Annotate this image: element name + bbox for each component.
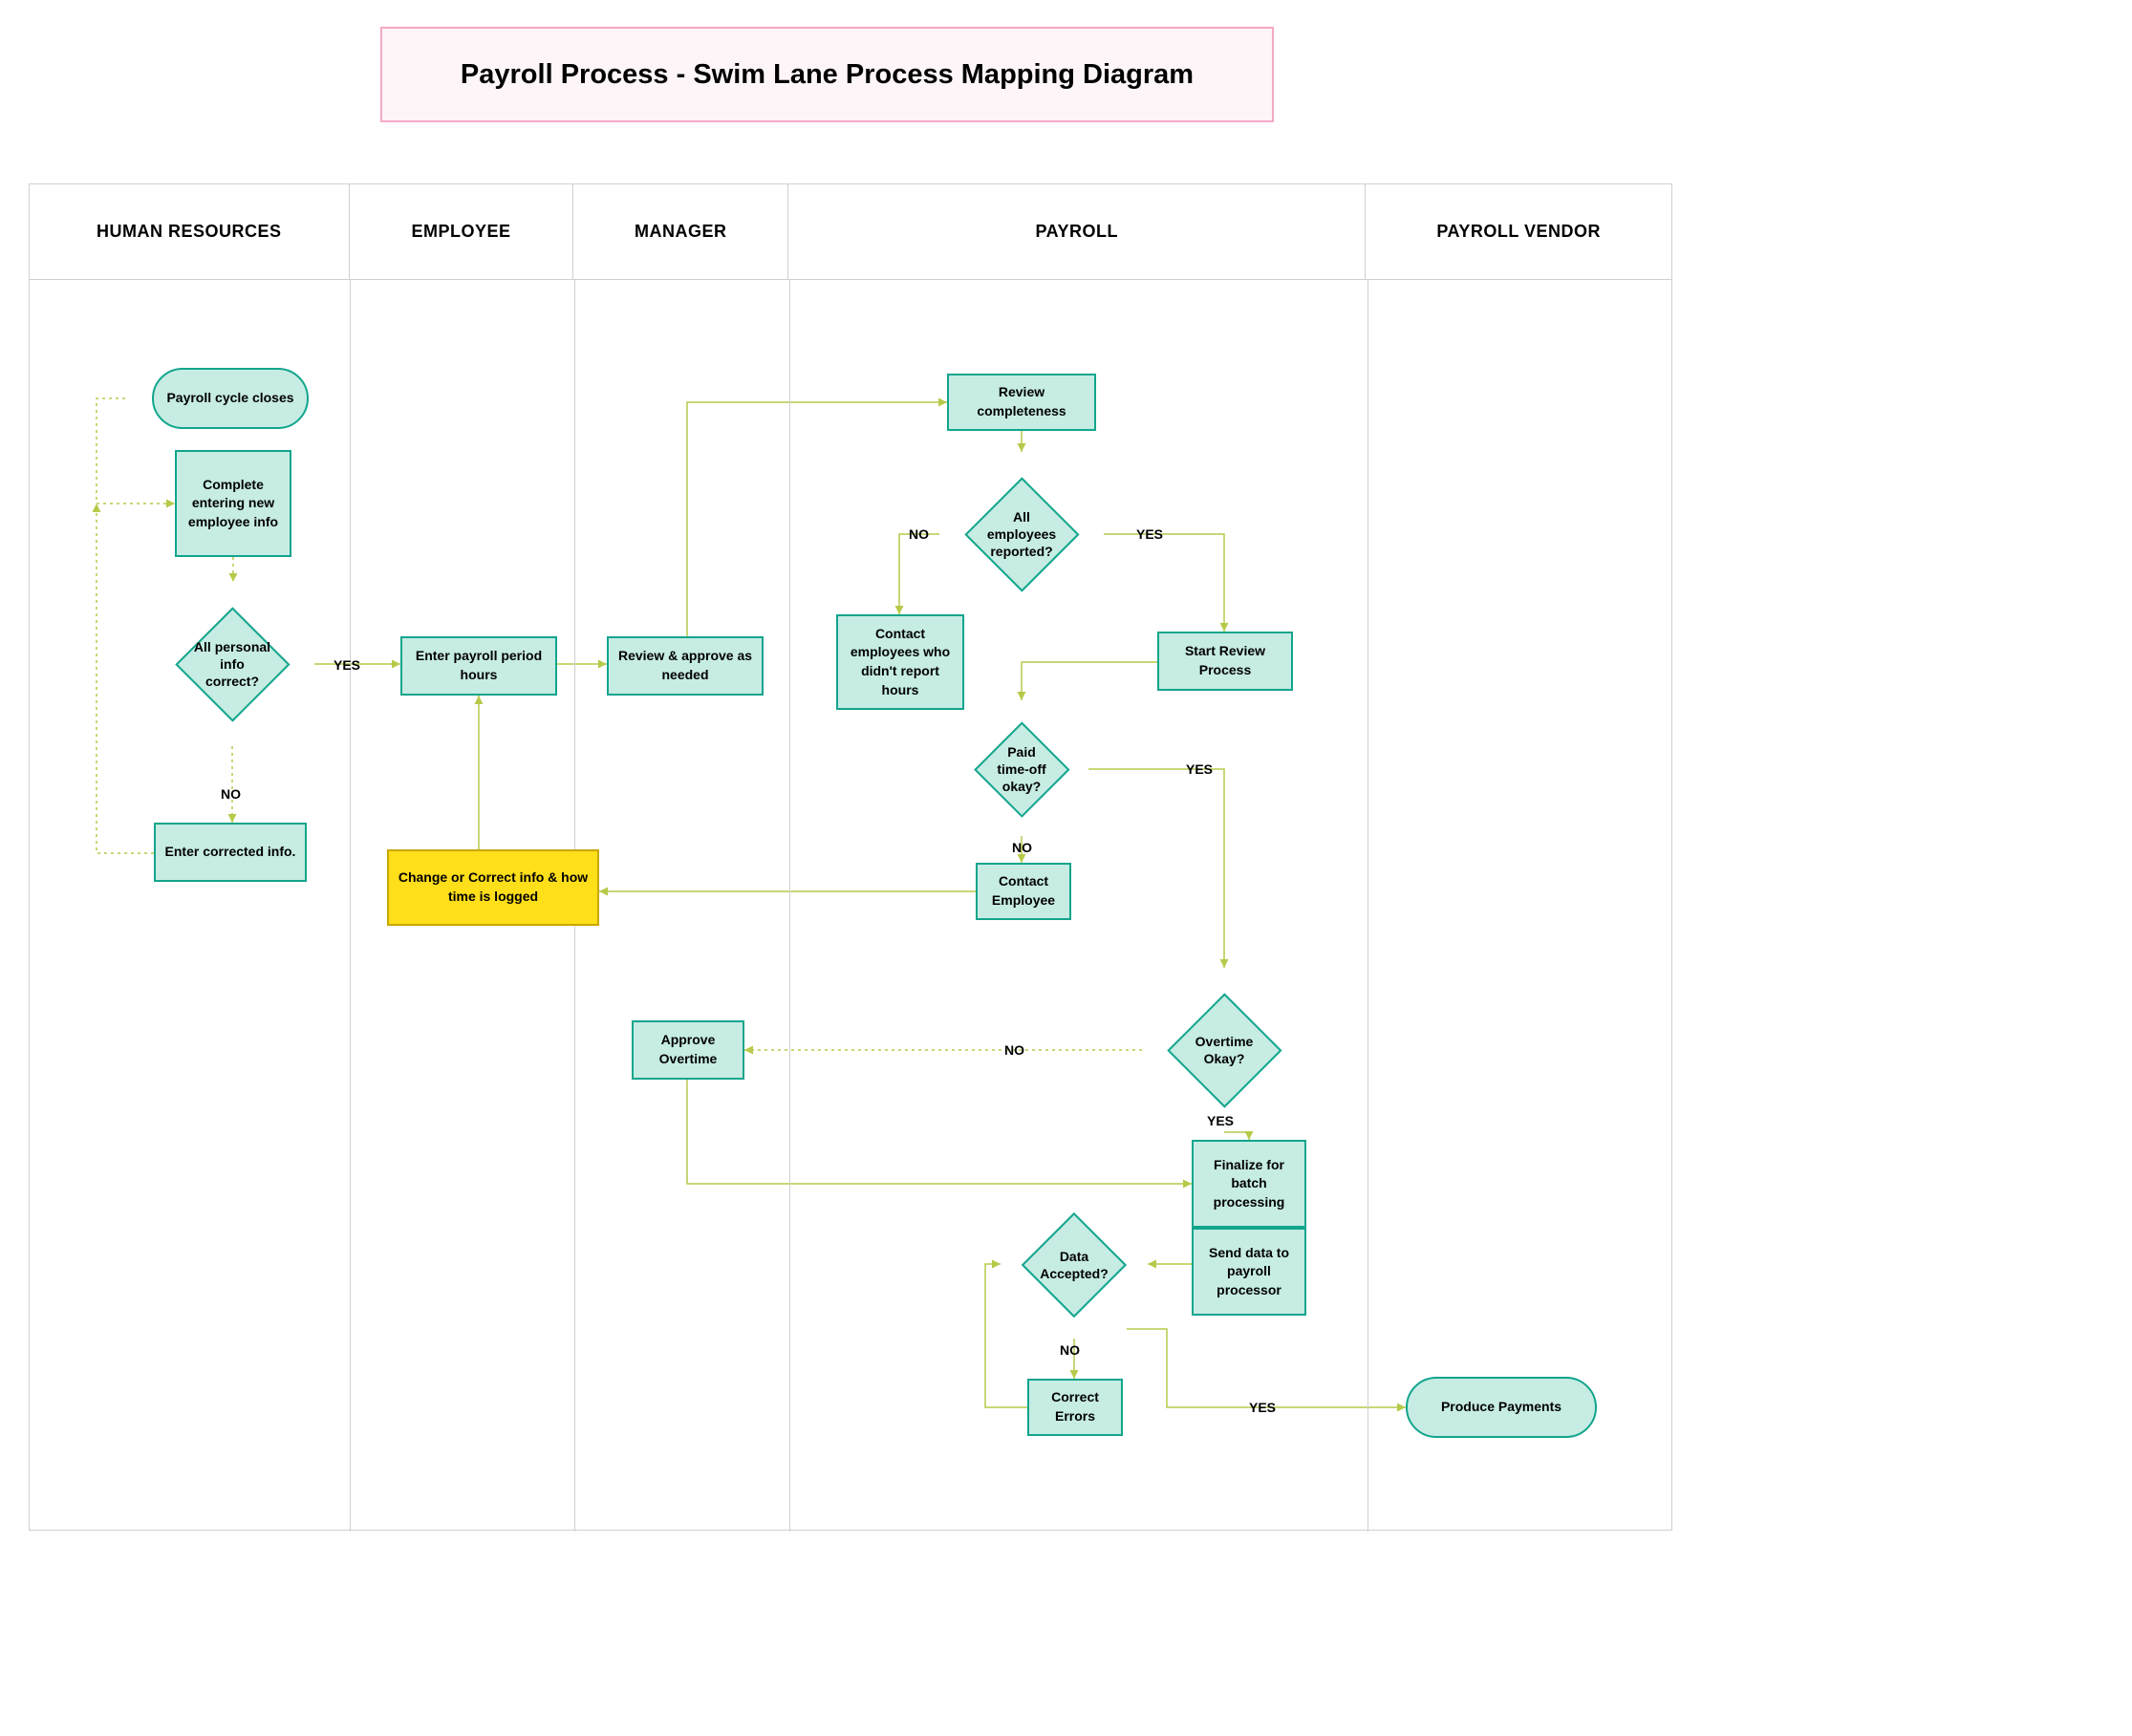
lane-divider [1367, 280, 1368, 1532]
process-complete_info: Complete entering new employee info [175, 450, 291, 557]
edge-d_reported-no-contact [899, 534, 939, 614]
process-contact_emp: Contact Employee [976, 863, 1071, 920]
edge-label-yes5: YES [1249, 1400, 1276, 1415]
edge-d_ot-yes-finalize [1224, 1132, 1249, 1140]
lane-header-employee: EMPLOYEE [350, 184, 574, 279]
edge-label-no4: NO [1004, 1042, 1024, 1058]
process-correct_errors: Correct Errors [1027, 1379, 1123, 1436]
process-start_review: Start Review Process [1157, 632, 1293, 691]
process-review_complete: Review completeness [947, 374, 1096, 431]
highlight-change_correct: Change or Correct info & how time is log… [387, 849, 599, 926]
edge-approve_ot-down-right [687, 1080, 1192, 1184]
edge-review_approve-up-review_complete [687, 402, 947, 636]
decision-label: Paid time-off okay? [974, 721, 1069, 817]
edge-label-no2: NO [909, 526, 929, 542]
process-enter_hours: Enter payroll period hours [400, 636, 557, 696]
edge-d_pto-yes-d_ot [1088, 769, 1224, 968]
decision-d_reported: All employees reported? [964, 477, 1079, 591]
lane-divider [350, 280, 351, 1532]
edge-start_review-d_pto [1022, 662, 1157, 700]
lane-body: Payroll cycle closes Complete entering ne… [30, 280, 1671, 1532]
edge-label-yes4: YES [1207, 1113, 1234, 1128]
process-finalize: Finalize for batch processing [1192, 1140, 1306, 1228]
terminator-produce_pay: Produce Payments [1406, 1377, 1597, 1438]
lane-header-payroll: PAYROLL [788, 184, 1366, 279]
decision-d_personal: All personal info correct? [175, 607, 290, 721]
edge-enter_corrected-loop [97, 504, 154, 853]
edge-label-no1: NO [221, 786, 241, 802]
lane-header-manager: MANAGER [573, 184, 788, 279]
edge-d_reported-yes-start_review [1104, 534, 1224, 632]
lane-header-vendor: PAYROLL VENDOR [1366, 184, 1671, 279]
process-approve_ot: Approve Overtime [632, 1020, 744, 1080]
decision-d_ot: Overtime Okay? [1167, 993, 1281, 1107]
swim-lane-container: HUMAN RESOURCESEMPLOYEEMANAGERPAYROLLPAY… [29, 183, 1672, 1531]
lane-header-hr: HUMAN RESOURCES [30, 184, 350, 279]
decision-d_data: Data Accepted? [1022, 1212, 1127, 1318]
decision-label: All employees reported? [964, 477, 1079, 591]
terminator-start: Payroll cycle closes [152, 368, 309, 429]
title-text: Payroll Process - Swim Lane Process Mapp… [461, 59, 1194, 91]
lane-headers: HUMAN RESOURCESEMPLOYEEMANAGERPAYROLLPAY… [30, 184, 1671, 280]
process-review_approve: Review & approve as needed [607, 636, 764, 696]
decision-d_pto: Paid time-off okay? [974, 721, 1069, 817]
diagram-title: Payroll Process - Swim Lane Process Mapp… [380, 27, 1274, 122]
edge-d_data-yes-produce [1127, 1329, 1406, 1407]
decision-label: All personal info correct? [175, 607, 290, 721]
process-send_data: Send data to payroll processor [1192, 1228, 1306, 1316]
process-contact_nonreport: Contact employees who didn't report hour… [836, 614, 964, 710]
edge-label-yes2: YES [1136, 526, 1163, 542]
lane-divider [789, 280, 790, 1532]
decision-label: Data Accepted? [1022, 1212, 1127, 1318]
edge-label-no5: NO [1060, 1342, 1080, 1358]
edge-label-yes1: YES [334, 657, 360, 673]
edge-label-no3: NO [1012, 840, 1032, 855]
decision-label: Overtime Okay? [1167, 993, 1281, 1107]
edge-label-yes3: YES [1186, 761, 1213, 777]
process-enter_corrected: Enter corrected info. [154, 823, 307, 882]
